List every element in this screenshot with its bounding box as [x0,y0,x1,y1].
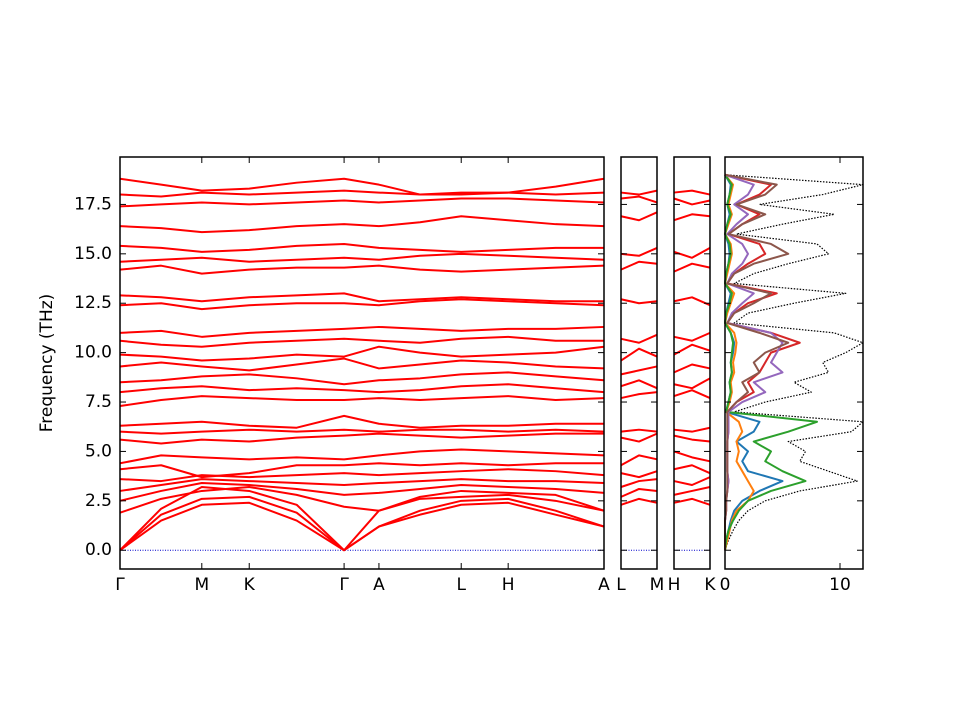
series-line [119,357,605,372]
series-line [724,173,790,551]
series-line [119,252,605,263]
series-line [119,292,604,303]
series-line [119,383,605,394]
series-line [119,395,605,407]
series-line [673,377,711,390]
series-line [673,247,711,259]
series-line [620,432,658,443]
series-line [620,379,658,390]
series-line [673,464,711,475]
series-line [673,213,711,222]
plot-frame [673,156,711,570]
series-line [620,487,658,498]
series-line [620,470,658,479]
series-line [119,335,604,348]
series-line [620,428,658,433]
y-tick-label: 12.5 [74,293,112,313]
x-tick-label: Γ [115,575,125,595]
series-line [620,347,658,362]
series-line [119,485,605,514]
x-tick-label: L [456,575,466,595]
series-line [119,485,605,552]
x-tick-label: H [502,575,515,595]
series-line [673,426,711,433]
series-line [119,197,605,208]
x-tick-label: L [616,575,626,595]
x-tick-label: M [194,575,209,595]
y-tick-label: 15.0 [74,244,112,264]
x-tick-label: Γ [339,575,349,595]
series-line [620,211,658,222]
series-line [119,448,605,465]
series-line [724,174,818,551]
series-line [673,262,711,273]
y-axis-label: Frequency (THz) [37,294,57,433]
series-line [724,174,864,551]
series-line [673,486,711,496]
series-line [620,298,658,305]
series-line [119,432,604,445]
series-line [620,391,658,400]
x-tick-label: 0 [720,575,731,595]
series-line [673,434,711,443]
series-line [119,325,605,338]
series-line [673,363,711,374]
y-tick-label: 7.5 [85,392,112,412]
x-tick-label: A [373,575,385,595]
series-line [673,296,711,307]
x-tick-label: M [650,575,665,595]
y-tick-label: 2.5 [85,491,112,511]
series-line [119,428,605,435]
series-line [673,389,711,399]
x-tick-label: A [598,575,610,595]
x-tick-label: 10 [829,575,851,595]
y-tick-label: 5.0 [85,441,112,461]
series-line [620,246,658,257]
plot-frame [620,156,658,570]
series-line [620,497,658,506]
series-line [620,189,658,196]
series-line [673,197,711,206]
plot-frame [119,156,605,570]
series-line [673,343,711,356]
x-tick-label: K [244,575,256,595]
series-line [119,242,604,253]
y-tick-label: 10.0 [74,343,112,363]
series-line [620,260,658,271]
series-line [119,264,605,275]
series-line [620,365,658,376]
series-line [119,414,604,429]
x-tick-label: K [704,575,716,595]
series-line [620,454,658,467]
series-line [673,450,711,463]
series-line [119,462,604,479]
series-line [620,333,658,344]
series-line [119,482,605,502]
y-tick-label: 0.0 [85,540,112,560]
series-line [119,478,605,492]
series-line [119,215,605,234]
series-line [673,476,711,487]
series-line [620,478,658,488]
series-line [119,371,605,386]
series-line [620,195,658,204]
x-tick-label: H [668,575,681,595]
series-line [119,501,605,552]
series-line [673,497,711,506]
y-tick-label: 17.5 [74,194,112,214]
series-line [119,345,605,362]
plot-frame [724,156,864,570]
series-line [119,177,605,196]
series-line [673,189,711,196]
series-line [673,331,711,342]
series-line [119,189,605,198]
series-line [119,298,605,311]
series-line [119,495,605,552]
